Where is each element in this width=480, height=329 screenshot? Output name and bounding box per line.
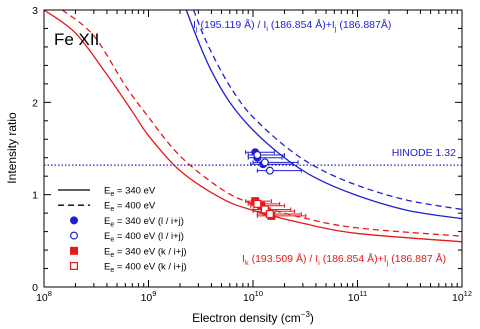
- y-tick-label: 2: [32, 97, 38, 109]
- red-ratio-i: I: [242, 253, 245, 265]
- red-ratio-mid1: (193.509 Å) / I: [249, 252, 318, 265]
- y-axis-label: Intensity ratio: [5, 112, 19, 184]
- x-axis-label-text: Electron density (cm: [192, 311, 301, 325]
- x-tick-exponent: 9: [152, 289, 156, 298]
- x-tick-base: 10: [243, 292, 255, 304]
- legend-label-sub: e: [110, 237, 114, 244]
- curve-blue-340: [185, 10, 462, 220]
- data-point-red-400: [265, 210, 274, 219]
- curve-red-340: [44, 10, 462, 243]
- legend-label-sub: e: [110, 252, 114, 259]
- legend-label-sub: e: [110, 221, 114, 228]
- legend-label-blue-filled: Ee = 340 eV (l / i+j): [104, 216, 184, 229]
- legend-label-e: E: [104, 216, 110, 227]
- legend-swatch-red-open: [69, 262, 78, 271]
- legend-label-e: E: [104, 201, 110, 212]
- legend-label-sub: e: [110, 191, 114, 198]
- x-axis-label-exponent: −3: [301, 310, 311, 319]
- data-point-red-400: [253, 199, 262, 208]
- legend-swatch-blue-open: [69, 231, 78, 240]
- hinode-label: HINODE 1.32: [392, 147, 456, 159]
- blue-ratio-sub1: j: [195, 24, 198, 33]
- red-ratio-mid2: (186.854 Å)+I: [320, 252, 387, 265]
- x-tick-label: 108: [36, 289, 52, 304]
- blue-ratio-i: I: [193, 19, 196, 31]
- curve-red-400: [61, 10, 462, 237]
- legend-label-text: = 340 eV: [114, 186, 156, 197]
- legend-label-sub: e: [110, 267, 114, 274]
- model-curves: [44, 10, 462, 243]
- x-axis-label-close: ): [310, 311, 314, 325]
- legend-label-text: = 340 eV (k / i+j): [114, 246, 186, 257]
- legend-label-text: = 340 eV (l / i+j): [114, 216, 184, 227]
- x-tick-base: 10: [452, 292, 464, 304]
- legend-label-text: = 400 eV: [114, 201, 156, 212]
- blue-ratio-post: (186.887Å): [336, 18, 391, 31]
- x-axis-label: Electron density (cm−3): [192, 310, 314, 325]
- x-tick-exponent: 12: [464, 289, 472, 298]
- y-tick-label: 1: [32, 190, 38, 202]
- data-point-blue-400: [260, 158, 269, 167]
- x-tick-label: 1010: [243, 289, 263, 304]
- legend-label-red-open: Ee = 400 eV (k / i+j): [104, 262, 187, 275]
- x-tick-label: 109: [141, 289, 157, 304]
- panel-label: Fe XII: [54, 30, 99, 49]
- x-tick-base: 10: [348, 292, 360, 304]
- x-tick-exponent: 10: [255, 289, 263, 298]
- data-points: [245, 148, 307, 220]
- legend-label-text: = 400 eV (l / i+j): [114, 231, 184, 242]
- blue-ratio-mid2: (186.854 Å)+I: [268, 18, 335, 31]
- legend-label-e: E: [104, 231, 110, 242]
- red-ratio-annotation: Ik (193.509 Å) / Ii (186.854 Å)+Ij (186.…: [242, 252, 446, 267]
- legend-swatch-red-filled: [69, 246, 78, 255]
- legend-label-line-solid: Ee = 340 eV: [104, 186, 156, 199]
- y-tick-label: 0: [32, 282, 38, 294]
- x-tick-exponent: 8: [48, 289, 52, 298]
- blue-ratio-annotation: Ij (195.119 Å) / Ii (186.854 Å)+Ij (186.…: [193, 18, 391, 33]
- x-tick-label: 1012: [452, 289, 472, 304]
- legend-label-e: E: [104, 246, 110, 257]
- plot-frame: [43, 9, 463, 288]
- curve-blue-400: [192, 10, 462, 211]
- red-ratio-post: (186.887 Å): [388, 252, 446, 265]
- blue-ratio-sub3: j: [334, 24, 337, 33]
- data-point-blue-400: [253, 150, 262, 159]
- x-tick-base: 10: [36, 292, 48, 304]
- legend-label-e: E: [104, 186, 110, 197]
- red-ratio-sub1: k: [245, 258, 249, 267]
- data-point-red-400: [260, 205, 269, 214]
- blue-ratio-mid1: (195.119 Å) / I: [198, 18, 267, 31]
- x-tick-base: 10: [141, 292, 153, 304]
- legend-swatch-blue-filled: [69, 216, 78, 225]
- legend-label-sub: e: [110, 206, 114, 213]
- legend-label-line-dashed: Ee = 400 eV: [104, 201, 156, 214]
- legend-label-e: E: [104, 262, 110, 273]
- legend-label-blue-open: Ee = 400 eV (l / i+j): [104, 231, 184, 244]
- x-tick-exponent: 11: [359, 289, 367, 298]
- x-tick-label: 1011: [348, 289, 367, 304]
- red-ratio-sub3: j: [386, 258, 389, 267]
- legend-label-red-filled: Ee = 340 eV (k / i+j): [104, 246, 187, 258]
- legend-label-text: = 400 eV (k / i+j): [114, 262, 186, 273]
- red-ratio-sub2: i: [318, 258, 320, 267]
- y-tick-label: 3: [32, 5, 38, 17]
- data-point-blue-400: [265, 166, 274, 175]
- blue-ratio-sub2: i: [266, 24, 268, 33]
